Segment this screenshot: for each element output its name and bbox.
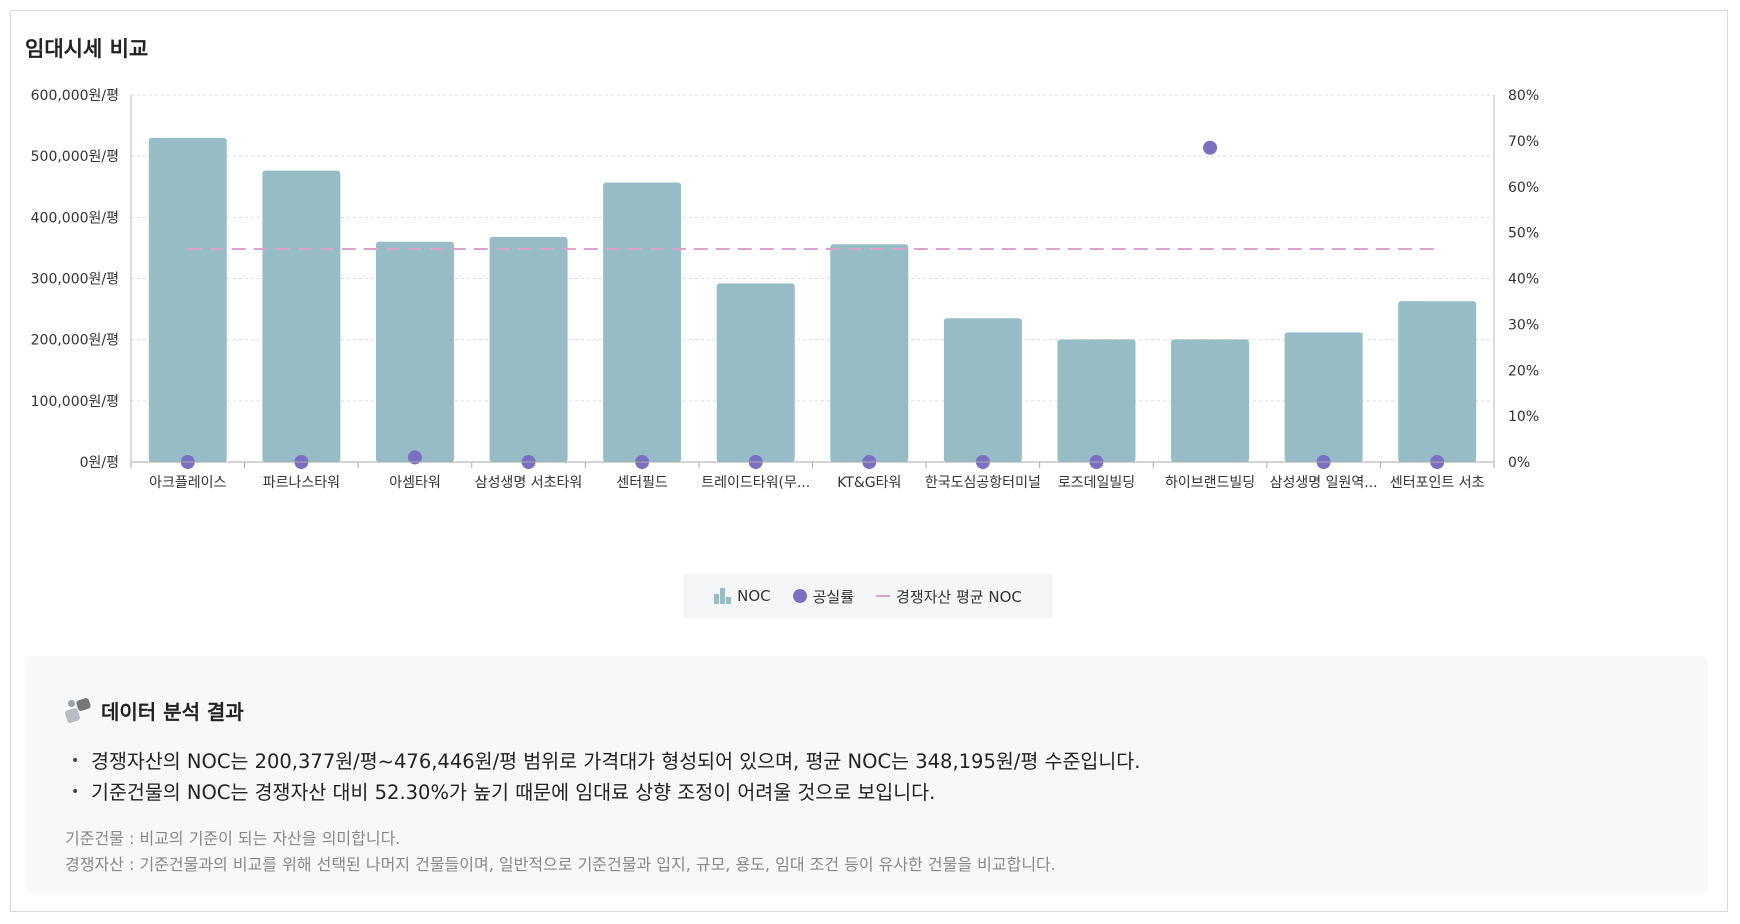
vacancy-point [1203, 140, 1218, 155]
vacancy-point [407, 450, 422, 465]
dash-line-icon [876, 595, 891, 597]
noc-bar [262, 170, 341, 463]
x-tick-label: 삼성생명 서초타워 [475, 475, 583, 491]
x-tick-label: 한국도심공항터미널 [925, 475, 1041, 491]
noc-bar [1171, 339, 1250, 462]
analysis-notes: 기준건물 : 비교의 기준이 되는 자산을 의미합니다. 경쟁자산 : 기준건물… [65, 826, 1056, 878]
y-right-tick-label: 50% [1508, 226, 1539, 242]
analysis-bullet: 기준건물의 NOC는 경쟁자산 대비 52.30%가 높기 때문에 임대료 상향… [71, 777, 1140, 808]
noc-bar [943, 318, 1022, 462]
y-right-tick-label: 60% [1508, 180, 1539, 196]
x-tick-label: 아셈타워 [389, 475, 441, 491]
y-left-tick-label: 400,000원/평 [31, 210, 119, 226]
noc-bar [716, 283, 795, 462]
x-tick-label: KT&G타워 [837, 475, 901, 491]
x-tick-label: 센터포인트 서초 [1390, 475, 1485, 491]
y-left-tick-label: 100,000원/평 [31, 394, 119, 410]
y-left-tick-label: 500,000원/평 [31, 149, 119, 165]
card-title: 임대시세 비교 [25, 37, 149, 61]
note-line: 경쟁자산 : 기준건물과의 비교를 위해 선택된 나머지 건물들이며, 일반적으… [65, 855, 1056, 874]
legend-item-noc[interactable]: NOC [714, 587, 771, 605]
noc-vacancy-chart: 0원/평 100,000원/평 200,000원/평 300,000원/평 400,00… [31, 88, 1540, 491]
x-tick-label: 아크플레이스 [149, 475, 226, 491]
noc-bar [375, 241, 454, 462]
analysis-bullet: 경쟁자산의 NOC는 200,377원/평~476,446원/평 범위로 가격대… [71, 746, 1140, 777]
rent-comparison-card: 임대시세 비교 0원/평 100,000원/평 200,000원/평 300,000원… [10, 10, 1728, 912]
x-tick-label: 파르나스타워 [263, 475, 340, 491]
y-left-tick-label: 300,000원/평 [31, 272, 119, 288]
legend-item-average[interactable]: 경쟁자산 평균 NOC [876, 586, 1022, 607]
y-right-tick-label: 80% [1508, 88, 1539, 104]
circle-icon [792, 589, 807, 603]
bar-chart-icon [714, 588, 732, 604]
noc-bar [830, 244, 909, 462]
noc-bar [1057, 339, 1136, 462]
x-tick-label: 센터필드 [616, 475, 668, 491]
legend-item-vacancy[interactable]: 공실률 [792, 586, 855, 607]
legend-label: 공실률 [812, 587, 855, 606]
y-left-tick-label: 200,000원/평 [31, 333, 119, 349]
noc-bar [148, 137, 227, 463]
chart-legend: NOC 공실률 경쟁자산 평균 NOC [683, 574, 1053, 618]
x-tick-label: 하이브랜드빌딩 [1165, 475, 1255, 491]
noc-bar [489, 236, 568, 462]
analysis-header: 데이터 분석 결과 [64, 696, 244, 725]
y-left-tick-label: 600,000원/평 [31, 88, 119, 104]
analysis-title: 데이터 분석 결과 [101, 700, 244, 724]
analysis-icon [64, 696, 92, 724]
x-tick-label: 삼성생명 일원역... [1270, 475, 1378, 491]
y-right-tick-label: 40% [1508, 272, 1539, 288]
y-left-tick-label: 0원/평 [80, 455, 119, 471]
y-right-tick-label: 70% [1508, 134, 1539, 150]
analysis-bullets: 경쟁자산의 NOC는 200,377원/평~476,446원/평 범위로 가격대… [71, 746, 1140, 808]
y-right-tick-label: 30% [1508, 317, 1539, 333]
x-tick-label: 로즈데일빌딩 [1058, 475, 1135, 491]
analysis-panel: 데이터 분석 결과 경쟁자산의 NOC는 200,377원/평~476,446원… [25, 656, 1708, 894]
noc-bar [603, 182, 682, 463]
y-right-tick-label: 0% [1508, 455, 1530, 471]
note-line: 기준건물 : 비교의 기준이 되는 자산을 의미합니다. [65, 829, 401, 848]
y-right-tick-label: 20% [1508, 363, 1539, 379]
legend-label: NOC [737, 587, 771, 605]
noc-bar [1284, 332, 1363, 462]
legend-label: 경쟁자산 평균 NOC [896, 587, 1022, 606]
x-tick-label: 트레이드타워(무... [701, 475, 810, 491]
noc-bar [1398, 301, 1477, 462]
y-right-tick-label: 10% [1508, 409, 1539, 425]
